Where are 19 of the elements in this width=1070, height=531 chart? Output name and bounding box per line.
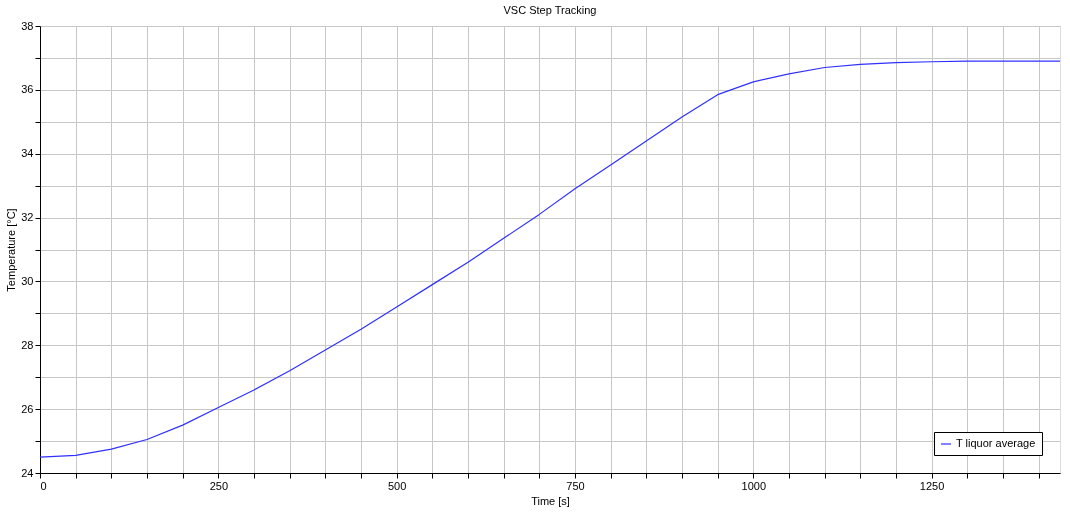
y-tick-label: 36 (21, 83, 34, 96)
x-tick-label: 250 (209, 479, 228, 492)
x-tick-label: 500 (387, 479, 407, 492)
legend-label: T liquor average (956, 437, 1036, 449)
y-tick-label: 38 (21, 19, 34, 32)
y-tick-label: 28 (21, 338, 34, 351)
y-tick-label: 24 (21, 466, 34, 479)
x-tick-label: 1250 (919, 479, 945, 492)
line-series (39, 60, 1061, 458)
x-tick-label: 0 (40, 479, 47, 492)
chart-title: VSC Step Tracking (503, 4, 597, 16)
x-axis-title: Time [s] (531, 494, 570, 507)
y-tick-label: 26 (21, 402, 34, 415)
y-tick-label: 34 (21, 147, 34, 160)
y-tick-label: 30 (21, 274, 34, 287)
x-tick-label: 1000 (741, 479, 767, 492)
y-tick-label: 32 (21, 211, 34, 224)
y-axis-title: Temperature [°C] (5, 208, 18, 292)
x-tick-label: 750 (566, 479, 585, 492)
